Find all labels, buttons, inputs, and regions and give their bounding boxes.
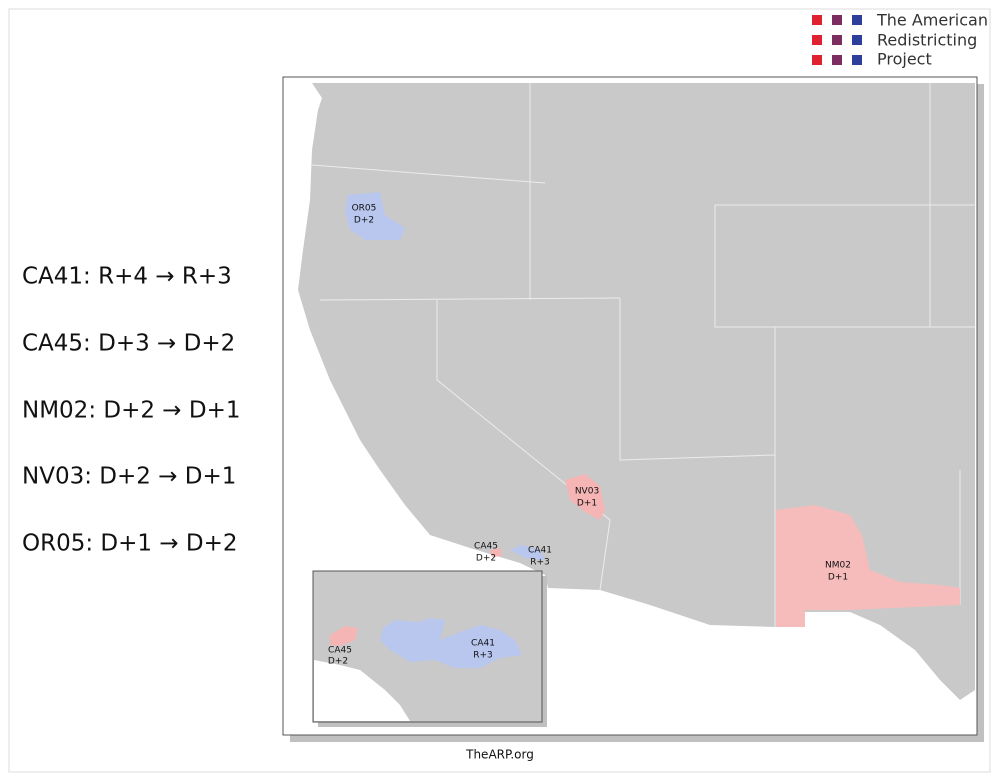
district-name: CA45 <box>474 542 498 552</box>
district-name: NV03 <box>575 487 599 497</box>
logo-mark <box>812 15 862 65</box>
inset-ocean <box>314 660 410 721</box>
district-name: CA45 <box>328 646 352 656</box>
district-lean: R+3 <box>473 651 493 661</box>
state-line <box>319 297 621 301</box>
inset-ca41 <box>380 618 522 668</box>
state-line <box>311 164 546 184</box>
state-line <box>714 205 975 328</box>
district-or05 <box>345 192 405 240</box>
district-lean: D+2 <box>476 554 496 564</box>
district-lean: D+2 <box>354 216 374 226</box>
district-ca41 <box>510 545 545 560</box>
logo-text: Redistricting <box>877 31 977 50</box>
page-border <box>8 8 991 773</box>
district-name: CA41 <box>528 546 552 556</box>
footer: TheARP.org <box>465 748 534 762</box>
district-lean: D+1 <box>577 499 597 509</box>
change-item: CA45: D+3 → D+2 <box>22 331 235 357</box>
district-name: OR05 <box>352 204 377 214</box>
change-item: NM02: D+2 → D+1 <box>22 398 241 424</box>
district-name: NM02 <box>825 561 851 571</box>
change-item: OR05: D+1 → D+2 <box>22 531 238 557</box>
inset-ca45 <box>330 626 358 646</box>
logo-text: The American <box>876 11 988 30</box>
change-item: CA41: R+4 → R+3 <box>22 264 232 290</box>
state-line <box>436 300 611 591</box>
logo-text: Project <box>877 50 932 69</box>
district-lean: D+2 <box>328 657 348 667</box>
district-nm02 <box>776 505 960 627</box>
district-nv03 <box>565 474 605 520</box>
district-lean: R+3 <box>530 558 550 568</box>
district-name: CA41 <box>471 639 495 649</box>
change-item: NV03: D+2 → D+1 <box>22 464 236 490</box>
district-lean: D+1 <box>828 573 848 583</box>
district-ca45 <box>490 548 502 557</box>
state-line <box>619 298 776 461</box>
